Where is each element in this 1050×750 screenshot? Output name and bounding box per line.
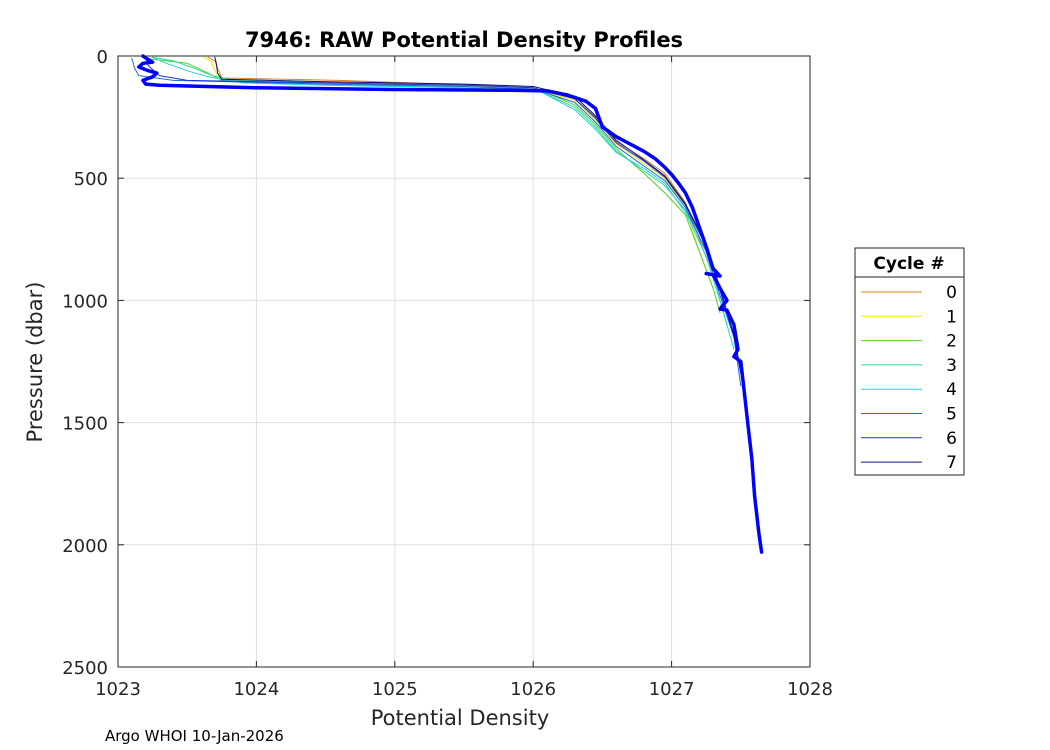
x-tick-label: 1024 bbox=[233, 679, 279, 700]
series-line-cycle-2 bbox=[145, 57, 721, 314]
legend-label: 3 bbox=[946, 356, 957, 376]
y-tick-label: 2000 bbox=[62, 536, 108, 557]
x-tick-label: 1027 bbox=[649, 679, 695, 700]
y-tick-label: 2500 bbox=[62, 658, 108, 679]
x-tick-label: 1025 bbox=[372, 679, 418, 700]
legend-label: 1 bbox=[946, 307, 957, 327]
legend-title: Cycle # bbox=[873, 254, 944, 274]
legend-label: 4 bbox=[946, 380, 957, 400]
x-tick-label: 1023 bbox=[95, 679, 141, 700]
legend-label: 5 bbox=[946, 405, 957, 425]
series-line-cycle-3 bbox=[152, 56, 728, 326]
series-line-highlight bbox=[137, 54, 764, 554]
series-line-cycle-4 bbox=[152, 56, 735, 350]
y-tick-label: 1000 bbox=[62, 291, 108, 312]
footer-credit: Argo WHOI 10-Jan-2026 bbox=[105, 727, 284, 745]
x-axis-ticks: 1023 1024 1025 1026 1027 1028 bbox=[95, 56, 833, 700]
plot-border bbox=[117, 55, 811, 668]
y-axis-label: Pressure (dbar) bbox=[23, 282, 47, 443]
legend-box bbox=[854, 247, 965, 476]
legend-label: 2 bbox=[946, 332, 957, 352]
plot-background bbox=[118, 56, 810, 667]
legend: Cycle # 0 1 2 3 4 5 6 7 bbox=[854, 247, 965, 476]
chart-title: 7946: RAW Potential Density Profiles bbox=[245, 28, 683, 52]
plot-area: 1023 1024 1025 1026 1027 1028 0 500 1000 1500 200… bbox=[62, 47, 833, 700]
y-tick-label: 500 bbox=[74, 169, 108, 190]
legend-items: 0 1 2 3 4 5 6 7 bbox=[861, 283, 957, 473]
y-tick-label: 1500 bbox=[62, 414, 108, 435]
y-axis-ticks: 0 500 1000 1500 2000 2500 bbox=[62, 47, 810, 679]
legend-label: 0 bbox=[946, 283, 957, 303]
y-tick-label: 0 bbox=[97, 47, 108, 68]
x-tick-label: 1028 bbox=[787, 679, 833, 700]
legend-label: 6 bbox=[946, 429, 957, 449]
series-layer bbox=[131, 54, 764, 554]
x-tick-label: 1026 bbox=[510, 679, 556, 700]
x-axis-label: Potential Density bbox=[371, 706, 550, 730]
legend-label: 7 bbox=[946, 453, 957, 473]
